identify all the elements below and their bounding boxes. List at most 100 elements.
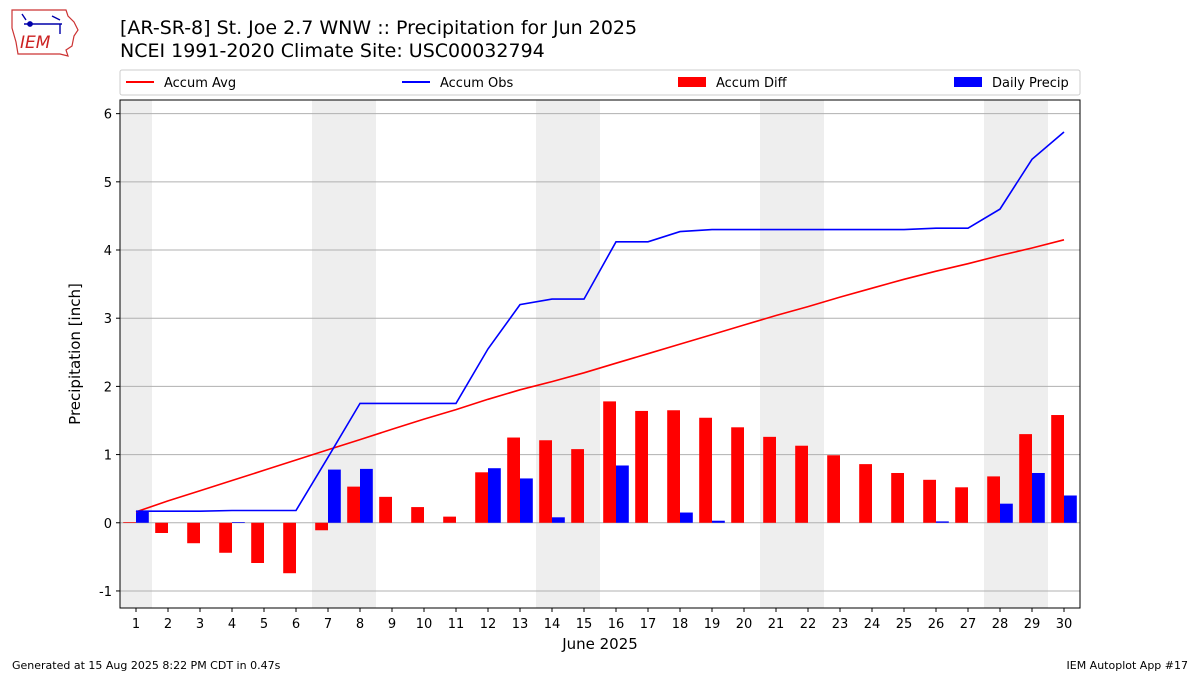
x-tick-label: 3 — [196, 617, 204, 632]
accum-diff-bar-day-29 — [1019, 434, 1032, 523]
x-tick-label: 6 — [292, 617, 300, 632]
x-tick-label: 10 — [416, 617, 433, 632]
accum-diff-bar-day-27 — [955, 487, 968, 523]
accum-diff-bar-day-19 — [699, 417, 712, 523]
x-tick-label: 16 — [608, 617, 625, 632]
weekend-band-day-8 — [344, 100, 376, 608]
iowa-state-outline — [11, 9, 79, 57]
x-tick-label: 8 — [356, 617, 364, 632]
daily-precip-bar-day-14 — [552, 517, 565, 523]
accum-obs-line — [136, 131, 1065, 513]
accum-diff-bar-day-14 — [539, 440, 552, 523]
x-axis-label: June 2025 — [561, 635, 638, 653]
x-tick-label: 7 — [324, 617, 332, 632]
weekend-band-day-22 — [792, 100, 824, 608]
legend-label: Accum Diff — [716, 76, 788, 91]
accum-diff-bar-day-18 — [667, 410, 680, 523]
x-tick-label: 21 — [768, 617, 785, 632]
accum-diff-bar-day-3 — [187, 522, 200, 544]
x-tick-label: 4 — [228, 617, 236, 632]
y-tick-label: 2 — [104, 380, 112, 395]
weekend-band-day-1 — [120, 100, 152, 608]
chart-subtitle: NCEI 1991-2020 Climate Site: USC00032794 — [120, 40, 545, 62]
x-tick-label: 14 — [544, 617, 561, 632]
accum-diff-bar-day-20 — [731, 427, 744, 523]
legend-swatch-bar — [678, 77, 706, 87]
x-tick-label: 19 — [704, 617, 721, 632]
generated-footer: Generated at 15 Aug 2025 8:22 PM CDT in … — [12, 659, 281, 672]
x-tick-label: 23 — [832, 617, 849, 632]
daily-precip-bar-day-19 — [712, 520, 725, 523]
x-tick-label: 18 — [672, 617, 689, 632]
daily-precip-bar-day-26 — [936, 521, 949, 523]
accum-diff-bar-day-23 — [827, 455, 840, 523]
y-tick-label: 5 — [104, 176, 112, 191]
daily-precip-bar-day-16 — [616, 465, 629, 523]
accum-diff-bar-day-17 — [635, 410, 648, 523]
x-axis-ticks: 1 2 3 4 5 6 7 8 9 10 11 12 13 14 15 16 17 18 19 20 21 22 23 24 2… — [132, 608, 1072, 632]
accum-diff-bar-day-10 — [411, 507, 424, 523]
weekend-bands — [120, 100, 1048, 608]
daily-precip-bar-day-1 — [136, 511, 149, 523]
accum-diff-bar-day-1 — [123, 522, 136, 523]
weather-station-icon — [21, 13, 62, 34]
lines-layer — [135, 131, 1065, 513]
daily-precip-bar-day-8 — [360, 468, 373, 523]
accum-diff-bar-day-28 — [987, 476, 1000, 523]
daily-precip-bar-day-12 — [488, 468, 501, 523]
accum-diff-bar-day-26 — [923, 479, 936, 523]
daily-precip-bar-day-13 — [520, 478, 533, 523]
weekend-band-day-21 — [760, 100, 792, 608]
y-tick-label: -1 — [99, 585, 112, 600]
accum-diff-bar-day-15 — [571, 449, 584, 523]
app-footer: IEM Autoplot App #17 — [1066, 659, 1189, 672]
accum-diff-bar-day-4 — [219, 522, 232, 553]
y-tick-label: 4 — [104, 244, 112, 259]
daily-precip-bar-day-29 — [1032, 472, 1045, 523]
legend-label: Accum Obs — [440, 76, 513, 91]
accum-diff-bar-day-24 — [859, 464, 872, 523]
weekend-band-day-29 — [1016, 100, 1048, 608]
x-tick-label: 2 — [164, 617, 172, 632]
legend-label: Daily Precip — [992, 76, 1069, 91]
x-tick-label: 17 — [640, 617, 657, 632]
accum-diff-bar-day-16 — [603, 401, 616, 523]
y-gridlines — [120, 113, 1080, 592]
daily-precip-bar-day-18 — [680, 512, 693, 523]
daily-precip-bar-day-28 — [1000, 503, 1013, 523]
accum-diff-bar-day-30 — [1051, 415, 1064, 523]
x-tick-label: 5 — [260, 617, 268, 632]
legend: Accum Avg Accum Obs Accum Diff Daily Precip — [119, 69, 1081, 96]
accum-diff-bar-day-8 — [347, 486, 360, 523]
x-tick-label: 26 — [928, 617, 945, 632]
x-tick-label: 24 — [864, 617, 881, 632]
x-tick-label: 28 — [992, 617, 1009, 632]
x-tick-label: 15 — [576, 617, 593, 632]
weekend-band-day-7 — [312, 100, 344, 608]
legend-swatch-bar — [954, 77, 982, 87]
x-tick-label: 25 — [896, 617, 913, 632]
y-tick-label: 6 — [104, 108, 112, 123]
y-tick-label: 1 — [104, 449, 112, 464]
x-tick-label: 30 — [1056, 617, 1073, 632]
y-axis-label: Precipitation [inch] — [66, 283, 84, 425]
y-tick-label: 0 — [104, 517, 112, 532]
plot-frame — [119, 99, 1081, 609]
accum-diff-bar-day-6 — [283, 522, 296, 574]
logo-text: IEM — [20, 33, 51, 53]
bars-layer — [123, 401, 1077, 574]
accum-diff-bar-day-7 — [315, 522, 328, 531]
accum-diff-bar-day-12 — [475, 472, 488, 523]
accum-diff-bar-day-2 — [155, 522, 168, 533]
x-tick-label: 11 — [448, 617, 465, 632]
accum-diff-bar-day-11 — [443, 516, 456, 523]
accum-diff-bar-day-21 — [763, 436, 776, 523]
accum-diff-bar-day-9 — [379, 496, 392, 523]
x-tick-label: 22 — [800, 617, 817, 632]
x-tick-label: 13 — [512, 617, 529, 632]
x-tick-label: 12 — [480, 617, 497, 632]
accum-diff-bar-day-25 — [891, 472, 904, 523]
y-tick-label: 3 — [104, 312, 112, 327]
weekend-band-day-28 — [984, 100, 1016, 608]
chart-title: [AR-SR-8] St. Joe 2.7 WNW :: Precipitati… — [120, 17, 638, 39]
